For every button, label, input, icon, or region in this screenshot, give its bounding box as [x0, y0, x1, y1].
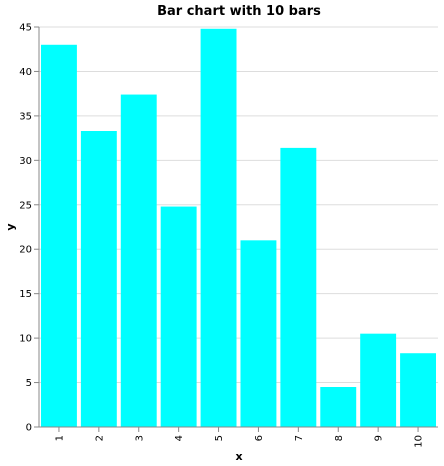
y-axis-title: y	[4, 223, 17, 230]
chart-title: Bar chart with 10 bars	[157, 4, 321, 19]
x-tick-label: 5	[214, 435, 225, 441]
y-tick-label: 40	[19, 67, 32, 78]
x-tick-label: 9	[374, 435, 385, 441]
y-tick-label: 25	[19, 200, 32, 211]
bar	[320, 387, 357, 427]
x-tick-label: 8	[334, 435, 345, 441]
bar	[200, 28, 237, 428]
y-tick-label: 45	[19, 23, 32, 34]
bar	[360, 333, 397, 427]
x-tick-label: 10	[414, 435, 425, 448]
y-tick-label: 30	[19, 156, 32, 167]
y-tick-label: 10	[19, 334, 32, 345]
bar-layer	[40, 28, 437, 428]
bar	[240, 240, 277, 427]
bar	[400, 353, 437, 427]
x-tick-label: 7	[294, 435, 305, 441]
y-tick-label: 15	[19, 289, 32, 300]
bar	[40, 44, 77, 428]
y-tick-label: 5	[26, 378, 32, 389]
y-tick-label: 0	[26, 423, 32, 434]
bar	[280, 147, 317, 427]
x-tick-label: 3	[134, 435, 145, 441]
x-axis-title: x	[235, 450, 242, 463]
x-tick-label: 6	[254, 435, 265, 441]
x-tick-label: 2	[94, 435, 105, 441]
bar	[160, 206, 197, 427]
y-tick-label: 35	[19, 111, 32, 122]
bar	[80, 131, 117, 427]
x-tick-label: 4	[174, 435, 185, 441]
y-tick-label: 20	[19, 245, 32, 256]
bar	[120, 94, 157, 428]
x-tick-label: 1	[54, 435, 65, 441]
